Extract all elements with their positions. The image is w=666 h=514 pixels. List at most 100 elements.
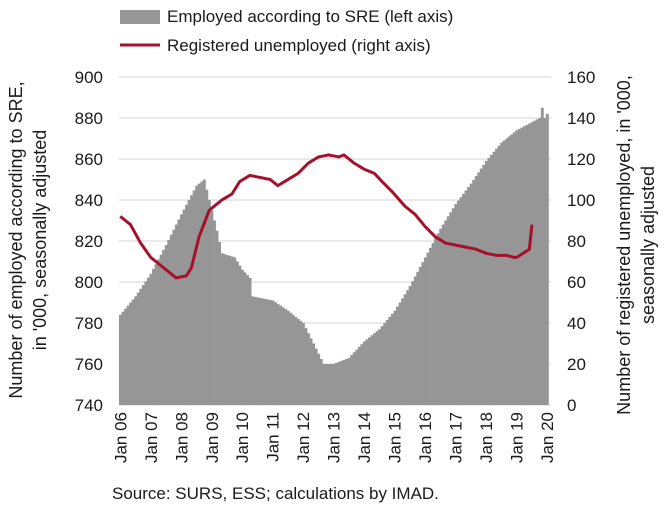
legend-swatch-employed xyxy=(120,10,160,24)
x-tick-label: Jan 14 xyxy=(355,412,374,463)
x-tick-label: Jan 10 xyxy=(233,412,252,463)
employed-bar xyxy=(426,252,430,405)
employed-bar xyxy=(401,298,404,405)
x-tick-label: Jan 08 xyxy=(172,412,191,463)
employed-bar xyxy=(162,249,166,405)
employed-bar xyxy=(266,299,270,405)
employed-bar xyxy=(233,257,237,405)
employed-bar xyxy=(124,308,127,405)
right-tick-label: 140 xyxy=(567,109,595,128)
employed-bar xyxy=(472,179,476,405)
right-axis-title: Number of registered unemployed, in '000… xyxy=(614,75,658,415)
employed-bar xyxy=(362,341,366,405)
employed-bar xyxy=(418,266,422,405)
employed-bar xyxy=(213,220,216,405)
employed-bar xyxy=(540,107,544,405)
employed-bar xyxy=(296,318,300,405)
employed-bar xyxy=(368,337,371,405)
employed-bar xyxy=(454,204,458,405)
employed-bar xyxy=(350,355,354,405)
x-tick-label: Jan 18 xyxy=(477,412,496,463)
employed-bar xyxy=(146,277,150,405)
employed-bar xyxy=(289,312,293,405)
employed-bar xyxy=(307,333,310,405)
employed-bar xyxy=(398,302,402,405)
employed-bar xyxy=(487,157,491,405)
employed-bar xyxy=(335,362,338,405)
employed-bar xyxy=(327,364,331,405)
employed-bar xyxy=(444,220,448,405)
employed-bar xyxy=(533,120,537,405)
employed-bar xyxy=(207,200,211,405)
employed-bar xyxy=(228,255,232,405)
employed-bar xyxy=(248,277,252,405)
employed-bar xyxy=(276,303,280,405)
employed-bar xyxy=(436,233,440,405)
employed-bar xyxy=(530,122,534,405)
employed-bar xyxy=(322,364,326,405)
employed-bar xyxy=(395,306,399,405)
employed-bar xyxy=(317,353,321,405)
employed-bar xyxy=(383,323,387,405)
employed-bar xyxy=(174,224,178,405)
right-tick-label: 60 xyxy=(567,273,586,292)
employed-bar xyxy=(136,292,140,405)
employed-bar xyxy=(235,261,239,405)
left-tick-label: 880 xyxy=(75,109,103,128)
employed-bar xyxy=(202,179,206,405)
right-tick-label: 160 xyxy=(567,68,595,87)
x-tick-label: Jan 11 xyxy=(264,412,283,462)
employed-bar xyxy=(459,197,463,405)
right-tick-label: 80 xyxy=(567,232,586,251)
employed-bar xyxy=(205,189,209,405)
employed-bar xyxy=(380,326,384,405)
employed-bar xyxy=(543,118,547,405)
employed-bar xyxy=(187,200,191,405)
employed-bar xyxy=(240,269,244,405)
employed-bar xyxy=(126,305,130,405)
employed-bar xyxy=(284,308,288,405)
employed-bar xyxy=(502,140,506,406)
left-tick-label: 860 xyxy=(75,150,103,169)
employed-bar xyxy=(261,298,265,405)
employed-bar xyxy=(149,273,153,405)
right-tick-label: 40 xyxy=(567,314,586,333)
employed-bar xyxy=(373,333,377,405)
employed-bar xyxy=(304,328,308,406)
left-tick-label: 760 xyxy=(75,355,103,374)
employed-bar xyxy=(505,138,509,405)
employed-bar xyxy=(408,286,412,405)
employed-bar xyxy=(281,307,285,405)
employed-bar xyxy=(197,183,201,405)
employed-bar xyxy=(500,142,504,405)
left-axis-title-line2: in '000, seasonally adjusted xyxy=(30,130,50,351)
employed-bar xyxy=(152,269,155,405)
employed-bar xyxy=(528,123,532,405)
employed-bar xyxy=(190,195,194,405)
employed-bar xyxy=(182,209,186,405)
employed-bar xyxy=(185,204,188,405)
employed-bar xyxy=(482,164,486,405)
right-axis-title-line2: seasonally adjusted xyxy=(638,166,658,324)
x-tick-label: Jan 07 xyxy=(142,412,161,463)
employed-bar xyxy=(268,299,272,405)
employed-bar xyxy=(324,364,328,405)
employed-bar xyxy=(329,364,333,405)
employed-bar xyxy=(210,210,214,405)
employed-bar xyxy=(352,352,356,405)
employed-bar xyxy=(218,242,221,405)
employed-bar xyxy=(467,187,471,405)
employed-bar xyxy=(141,285,145,405)
legend-label-employed: Employed according to SRE (left axis) xyxy=(167,7,453,26)
employed-bar xyxy=(451,208,455,405)
employed-bar xyxy=(523,126,526,405)
employed-bar xyxy=(263,298,267,405)
employed-bar xyxy=(469,183,473,405)
employed-bar xyxy=(456,200,460,405)
employed-bar xyxy=(256,297,260,406)
right-axis-title-line1: Number of registered unemployed, in '000… xyxy=(614,75,634,415)
employed-bar xyxy=(512,132,516,405)
employed-bar xyxy=(347,357,351,405)
employed-bar xyxy=(337,361,341,405)
employed-bar xyxy=(299,320,303,405)
